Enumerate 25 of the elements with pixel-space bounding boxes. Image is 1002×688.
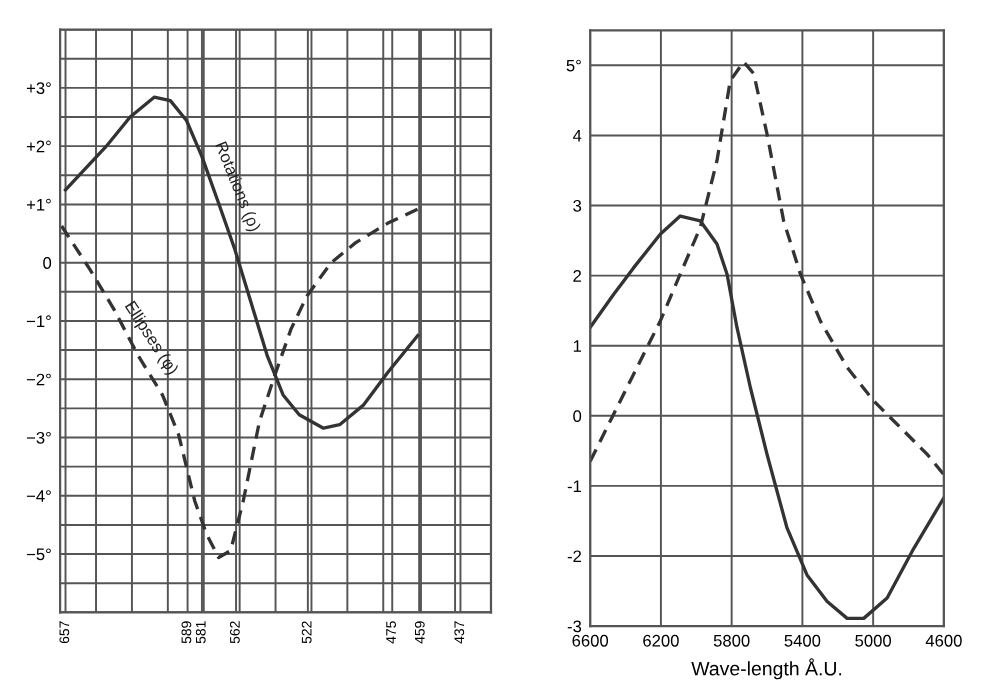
y-tick-label: −3° — [26, 431, 51, 444]
y-tick-label: +1° — [26, 198, 51, 211]
y-tick-label: 5° — [566, 59, 581, 72]
y-tick-label: 4 — [572, 129, 582, 142]
y-tick-label: +2° — [26, 140, 51, 153]
y-tick-label: −1° — [26, 315, 51, 327]
y-tick-label: -3 — [567, 620, 582, 633]
x-tick-label: 5400 — [784, 634, 821, 647]
x-tick-label: 4600 — [925, 634, 962, 647]
y-tick-label: 3 — [573, 199, 582, 212]
y-tick-label: +3° — [26, 82, 51, 95]
x-tick-label: 5800 — [713, 634, 750, 647]
y-tick-label: 1 — [573, 340, 582, 352]
y-tick-label: −2° — [26, 373, 51, 386]
x-tick-label: 5000 — [855, 634, 892, 647]
x-axis-title: Wave-length Å.U. — [691, 658, 842, 680]
y-tick-label: -1 — [567, 480, 582, 492]
y-tick-label: 2 — [573, 270, 582, 282]
y-tick-label: 0 — [573, 410, 582, 422]
y-tick-label: 0 — [43, 257, 52, 269]
y-tick-label: −4° — [26, 490, 51, 502]
x-tick-label: 6600 — [572, 634, 609, 647]
y-tick-label: −5° — [26, 548, 51, 561]
x-tick-label: 6200 — [643, 634, 679, 647]
y-tick-label: -2 — [567, 550, 582, 563]
